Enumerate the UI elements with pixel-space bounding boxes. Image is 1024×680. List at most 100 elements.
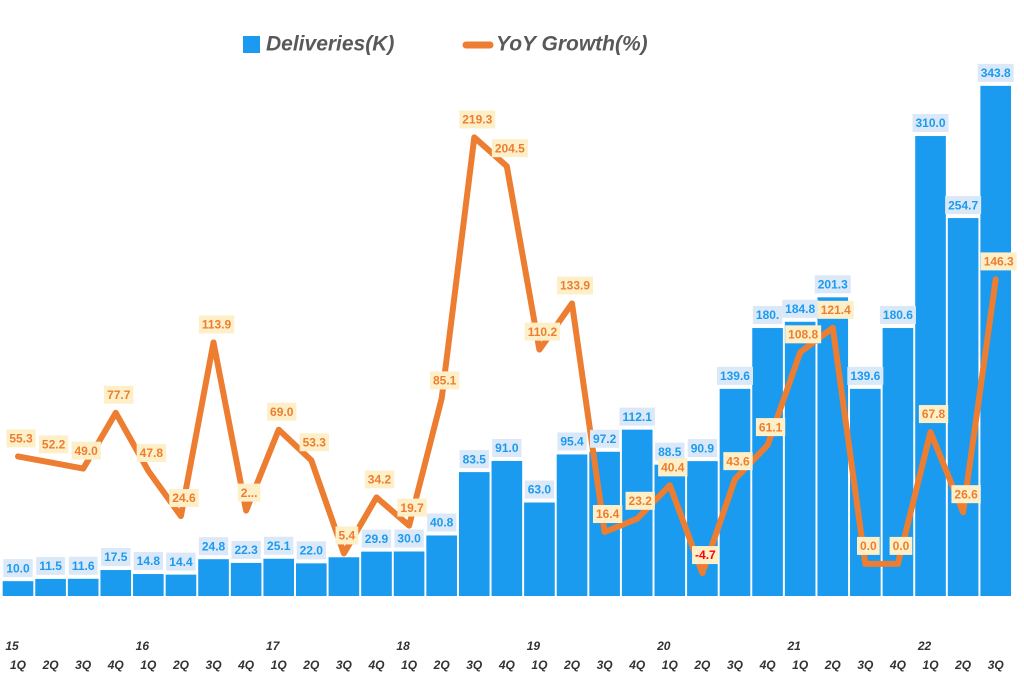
x-tick-label: 1Q bbox=[792, 658, 809, 672]
x-group-label: 18 bbox=[396, 639, 410, 653]
data-label-bg bbox=[524, 480, 555, 499]
data-label-bg bbox=[889, 536, 913, 555]
data-label-bg bbox=[687, 439, 718, 458]
x-tick-label: 2Q bbox=[693, 658, 711, 672]
x-group-label: 19 bbox=[527, 639, 541, 653]
data-label: -4.7 bbox=[695, 548, 716, 562]
data-label-bg bbox=[945, 196, 982, 215]
bar bbox=[165, 574, 197, 596]
data-label-bg bbox=[912, 114, 949, 133]
data-label-bg bbox=[856, 536, 880, 555]
data-label: 67.8 bbox=[922, 407, 946, 421]
x-tick-label: 3Q bbox=[466, 658, 483, 672]
bar bbox=[2, 581, 34, 596]
data-label-bg bbox=[589, 429, 620, 448]
data-label: 83.5 bbox=[463, 452, 487, 466]
data-label-bg bbox=[68, 556, 98, 575]
x-tick-label: 2Q bbox=[302, 658, 320, 672]
x-tick-label: 3Q bbox=[206, 658, 223, 672]
data-label-bg bbox=[492, 438, 522, 457]
x-tick-label: 2Q bbox=[172, 658, 190, 672]
data-label: 22.0 bbox=[300, 544, 324, 558]
bar bbox=[719, 388, 751, 596]
data-label: 310.0 bbox=[916, 116, 946, 130]
data-label: 180. bbox=[756, 308, 779, 322]
x-tick-label: 4Q bbox=[628, 658, 646, 672]
data-label-bg bbox=[723, 452, 753, 471]
x-tick-label: 3Q bbox=[336, 658, 353, 672]
data-label-bg bbox=[394, 529, 424, 548]
data-label: 22.3 bbox=[234, 543, 258, 557]
data-label: 40.8 bbox=[430, 516, 454, 530]
data-label: 254.7 bbox=[948, 198, 978, 212]
data-label: 180.6 bbox=[883, 308, 913, 322]
bar bbox=[100, 570, 132, 596]
data-label: 43.6 bbox=[726, 454, 750, 468]
data-label: 55.3 bbox=[9, 432, 33, 446]
data-label-bg bbox=[977, 63, 1014, 82]
x-tick-label: 4Q bbox=[498, 658, 516, 672]
bar bbox=[784, 321, 816, 596]
data-label: 201.3 bbox=[818, 277, 848, 291]
data-label-bg bbox=[264, 536, 294, 555]
data-label: 77.7 bbox=[107, 388, 131, 402]
data-label-bg bbox=[101, 548, 131, 567]
x-tick-label: 1Q bbox=[401, 658, 418, 672]
data-label: 133.9 bbox=[560, 279, 590, 293]
data-label-bg bbox=[755, 418, 786, 437]
x-tick-label: 3Q bbox=[857, 658, 874, 672]
x-tick-label: 1Q bbox=[531, 658, 548, 672]
data-label-bg bbox=[397, 498, 427, 517]
data-label: 25.1 bbox=[267, 539, 291, 553]
data-label-bg bbox=[71, 441, 101, 460]
data-label-bg bbox=[817, 300, 854, 319]
data-label-bg bbox=[296, 541, 326, 560]
data-label-bg bbox=[592, 505, 623, 524]
data-label-bg bbox=[879, 306, 916, 325]
data-label: 204.5 bbox=[495, 141, 525, 155]
data-label-bg bbox=[38, 435, 69, 454]
data-label-bg bbox=[133, 552, 164, 571]
data-label: 30.0 bbox=[397, 532, 421, 546]
x-tick-label: 4Q bbox=[237, 658, 255, 672]
x-tick-label: 2Q bbox=[954, 658, 972, 672]
data-label-bg bbox=[658, 458, 688, 477]
data-label-bg bbox=[557, 276, 594, 295]
data-label-bg bbox=[918, 405, 949, 424]
data-label: 0.0 bbox=[860, 539, 877, 553]
bar bbox=[328, 557, 360, 596]
x-tick-label: 4Q bbox=[759, 658, 777, 672]
data-label: 23.2 bbox=[629, 494, 653, 508]
data-label: 184.8 bbox=[785, 302, 815, 316]
data-label: 29.9 bbox=[365, 532, 389, 546]
data-label-bg bbox=[752, 306, 783, 325]
data-label-bg bbox=[491, 139, 528, 158]
data-label-bg bbox=[625, 491, 655, 510]
data-label-bg bbox=[361, 529, 392, 548]
x-tick-label: 1Q bbox=[271, 658, 288, 672]
bar bbox=[752, 328, 783, 596]
x-tick-label: 1Q bbox=[10, 658, 27, 672]
data-label-bg bbox=[692, 546, 719, 565]
x-tick-label: 4Q bbox=[367, 658, 385, 672]
data-label: 26.6 bbox=[954, 487, 978, 501]
data-label: 24.6 bbox=[172, 491, 196, 505]
bar bbox=[35, 578, 66, 596]
data-label-bg bbox=[299, 433, 329, 452]
bar bbox=[263, 558, 295, 596]
data-label: 139.6 bbox=[720, 369, 750, 383]
x-tick-label: 2Q bbox=[42, 658, 60, 672]
x-tick-label: 1Q bbox=[923, 658, 940, 672]
data-label: 121.4 bbox=[821, 303, 851, 317]
data-label: 110.2 bbox=[528, 325, 558, 339]
data-label: 90.9 bbox=[691, 441, 715, 455]
data-label-bg bbox=[364, 470, 395, 489]
data-label: 95.4 bbox=[560, 435, 584, 449]
data-label: 63.0 bbox=[528, 483, 552, 497]
data-label: 47.8 bbox=[140, 446, 164, 460]
data-label-bg bbox=[335, 526, 359, 545]
x-tick-label: 2Q bbox=[433, 658, 451, 672]
data-label-bg bbox=[6, 429, 36, 448]
data-label-bg bbox=[847, 366, 884, 385]
data-label-bg bbox=[169, 489, 199, 508]
